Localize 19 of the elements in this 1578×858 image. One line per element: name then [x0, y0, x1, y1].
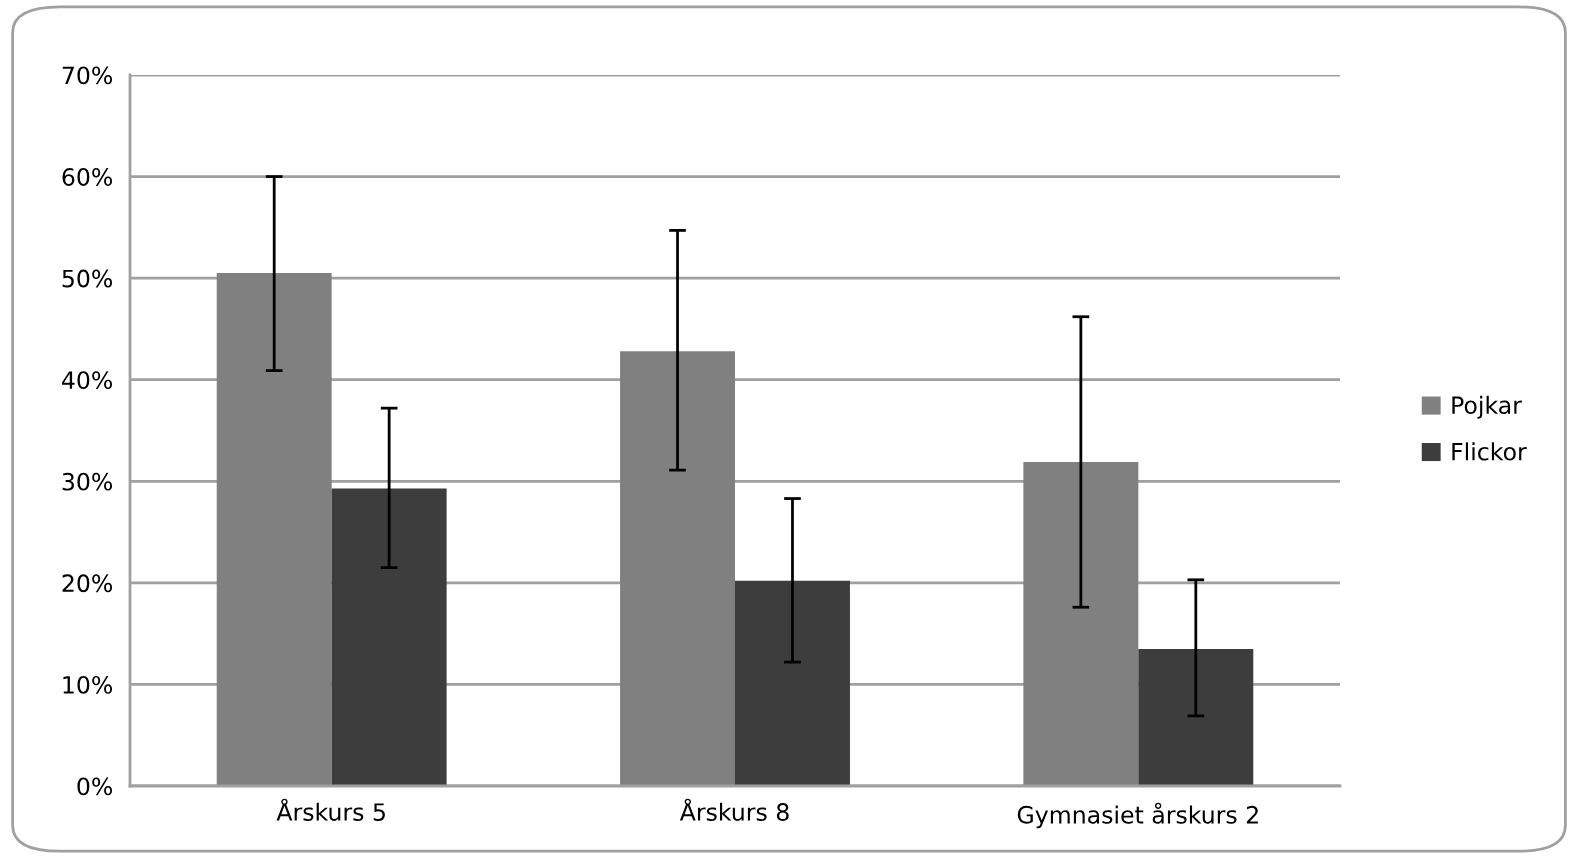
- y-tick-label: 70%: [62, 66, 113, 85]
- y-tick-label: 10%: [63, 675, 113, 694]
- legend-label: Pojkar: [1452, 395, 1522, 419]
- x-tick-label: Årskurs 8: [679, 798, 789, 821]
- bar: [331, 488, 447, 786]
- legend-label: Flickor: [1452, 442, 1527, 461]
- y-tick-label: 0%: [77, 777, 113, 796]
- y-tick-label: 20%: [62, 574, 113, 593]
- bar: [216, 273, 332, 786]
- x-tick-label: Årskurs 5: [276, 798, 385, 821]
- y-tick-label: 50%: [62, 269, 113, 288]
- bar: [735, 580, 850, 786]
- bar: [1023, 461, 1139, 786]
- bar: [620, 351, 735, 786]
- y-tick-label: 60%: [62, 168, 113, 186]
- y-tick-label: 30%: [62, 472, 113, 491]
- bar: [1138, 648, 1254, 786]
- y-tick-label: 40%: [62, 371, 113, 390]
- x-tick-label: Gymnasiet årskurs 2: [1017, 802, 1258, 829]
